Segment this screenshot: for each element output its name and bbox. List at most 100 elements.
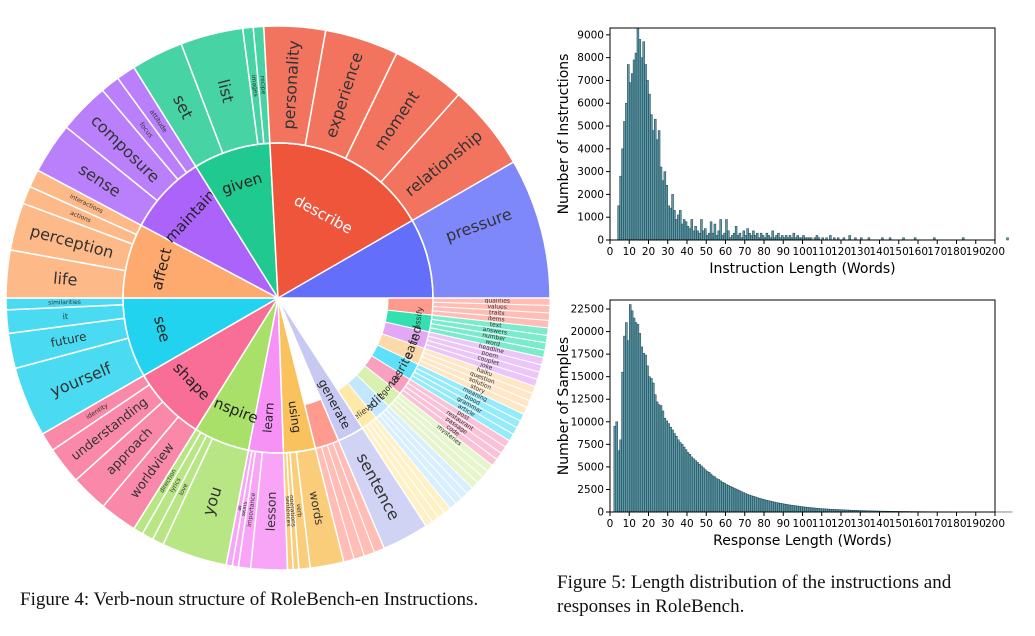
histogram-bar [761, 499, 765, 513]
x-tick-label: 30 [661, 518, 674, 530]
histogram-bar [684, 449, 688, 513]
x-tick-label: 0 [607, 518, 614, 530]
histogram-bar [848, 235, 851, 241]
histogram-bar [734, 226, 738, 241]
histogram-bar [702, 467, 705, 513]
sunburst-noun-label-traits: traits [489, 309, 505, 317]
histogram-bar [765, 500, 769, 513]
x-tick-label: 90 [777, 246, 790, 258]
histogram-bar [761, 235, 765, 241]
sunburst-noun-label-sentences: sentences [283, 496, 291, 527]
histogram-bar [798, 506, 801, 513]
histogram-bar [621, 371, 624, 513]
y-tick-label: 7000 [577, 75, 604, 87]
x-tick-label: 200 [985, 518, 1005, 530]
histogram-bar [617, 205, 620, 241]
histogram-bar [659, 405, 663, 513]
y-tick-label: 15000 [571, 371, 604, 383]
sunburst-noun-label-ai: ai [236, 504, 244, 511]
histogram-bar [613, 426, 617, 513]
x-tick-label: 140 [869, 518, 889, 530]
x-tick-label: 150 [889, 518, 909, 530]
y-tick-label: 10000 [571, 416, 604, 428]
histogram-bar [657, 404, 661, 513]
x-axis-label: Instruction Length (Words) [709, 261, 895, 277]
histogram-bar [767, 500, 771, 513]
histogram-bar [682, 446, 686, 513]
sunburst-noun-label-similarities: similarities [48, 299, 81, 307]
histogram-bar [646, 365, 649, 513]
y-tick-label: 4000 [577, 143, 604, 155]
x-tick-label: 10 [623, 246, 636, 258]
histogram-bar [686, 226, 690, 241]
x-tick-label: 60 [719, 246, 732, 258]
sunburst-noun-label-it: it [62, 312, 68, 321]
histogram-bar [669, 426, 672, 513]
histogram-bar [642, 352, 645, 513]
histogram-bar [754, 496, 757, 513]
histogram-bar [627, 340, 630, 513]
histogram-bar [650, 378, 653, 513]
x-tick-label: 50 [700, 518, 713, 530]
sunburst-noun-label-joke: joke [478, 361, 493, 372]
sunburst-noun-label-importance: importance [246, 492, 257, 527]
histogram-bar [709, 473, 713, 513]
y-tick-label: 0 [597, 235, 604, 247]
histogram-bar [1006, 237, 1009, 241]
histogram-bar [788, 235, 792, 241]
y-tick-label: 1000 [577, 212, 604, 224]
histogram-bar [677, 214, 680, 241]
histogram-bar [813, 507, 817, 513]
histogram-bar [619, 439, 622, 513]
sunburst-noun-label-answers: answers [482, 326, 508, 337]
histogram-bar [711, 475, 715, 513]
histogram-bar [630, 73, 634, 241]
histogram-bar [767, 235, 771, 241]
x-tick-label: 180 [946, 518, 966, 530]
histogram-bar [771, 230, 774, 241]
sunburst-noun-label-word: word [485, 338, 501, 348]
histogram-bar [680, 223, 684, 241]
sunburst-noun-label-words: words [307, 490, 327, 526]
x-tick-label: 160 [908, 246, 928, 258]
y-tick-label: 2500 [577, 484, 604, 496]
histogram-bar [750, 495, 753, 513]
sunburst-noun-label-life: life [52, 269, 78, 290]
histogram-bar [650, 114, 653, 241]
histogram-bar [632, 317, 636, 513]
histogram-bar [648, 93, 651, 241]
x-tick-label: 70 [738, 518, 751, 530]
histogram-bar [623, 335, 626, 513]
histogram-bar [615, 421, 618, 513]
figure-4-caption: Figure 4: Verb-noun structure of RoleBen… [20, 589, 479, 610]
x-tick-label: 100 [792, 518, 812, 530]
histogram-bar [663, 171, 667, 241]
histogram-bar [698, 463, 701, 513]
histogram-bar [746, 494, 749, 513]
x-tick-label: 10 [623, 518, 636, 530]
histogram-bar [636, 324, 640, 513]
histogram-bar [784, 504, 788, 513]
histogram-bar [694, 460, 697, 513]
histogram-bar [732, 232, 736, 241]
histogram-bar [669, 207, 672, 241]
histogram-bar [775, 502, 778, 513]
histogram-bar [673, 210, 676, 241]
histogram-bar [634, 52, 638, 241]
histogram-bar [723, 482, 726, 513]
histogram-bar [654, 118, 657, 241]
y-tick-label: 17500 [571, 349, 604, 361]
histogram-bar [707, 472, 711, 513]
histogram-bar [667, 205, 670, 241]
histogram-bar [682, 219, 686, 241]
x-tick-label: 150 [889, 246, 909, 258]
y-tick-label: 3000 [577, 166, 604, 178]
y-tick-label: 9000 [577, 29, 604, 41]
histogram-bar [748, 232, 751, 241]
y-tick-label: 6000 [577, 98, 604, 110]
x-tick-label: 130 [850, 246, 870, 258]
y-tick-label: 20000 [571, 326, 604, 338]
histogram-bar [752, 230, 755, 241]
sunburst-verb-label-learn: learn [260, 402, 276, 433]
histogram-bar [754, 235, 757, 241]
